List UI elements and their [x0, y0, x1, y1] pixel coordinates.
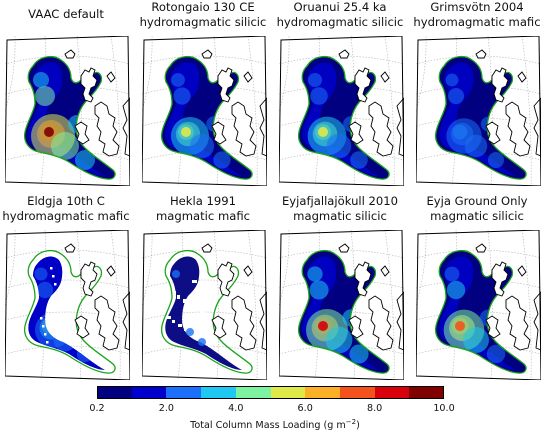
- colorbar: [97, 386, 445, 399]
- panel-title: magmatic mafic: [155, 209, 251, 223]
- colorbar-swatch: [270, 386, 306, 399]
- colorbar-swatch: [166, 386, 202, 399]
- colorbar-tick-label: 8.0: [366, 403, 383, 414]
- ash-dispersion-map: [279, 36, 404, 186]
- panel-title: Eyjafjallajökull 2010: [281, 194, 399, 208]
- colorbar-swatch: [374, 386, 410, 399]
- ash-dispersion-map: [416, 230, 541, 380]
- panel-title: hydromagmatic mafic: [2, 209, 130, 223]
- colorbar-swatch: [97, 386, 133, 399]
- colorbar-tick-label: 6.0: [297, 403, 313, 414]
- panel-title: Eldgja 10th C: [27, 194, 105, 208]
- ash-dispersion-map: [142, 230, 267, 380]
- ash-dispersion-map: [5, 230, 130, 380]
- colorbar-tick-label: 0.2: [89, 403, 105, 414]
- panel-title: hydromagmatic silicic: [139, 15, 267, 29]
- colorbar-tick-label: 4.0: [228, 403, 244, 414]
- ash-dispersion-map: [142, 36, 267, 186]
- colorbar-swatch: [201, 386, 237, 399]
- panel-title: Eyja Ground Only: [426, 194, 528, 208]
- ash-dispersion-map: [279, 230, 404, 380]
- colorbar-swatch: [339, 386, 376, 399]
- map-panel: Grimsvötn 2004 hydromagmatic mafic: [411, 0, 543, 190]
- colorbar-swatch: [409, 386, 445, 399]
- map-panel: Rotongaio 130 CE hydromagmatic silicic: [137, 0, 269, 190]
- panel-title: hydromagmatic mafic: [413, 15, 541, 29]
- colorbar-frame: [97, 386, 444, 399]
- ash-dispersion-map: [5, 36, 130, 186]
- panel-title: VAAC default: [28, 7, 104, 21]
- map-panel: Hekla 1991 magmatic mafic: [137, 194, 269, 384]
- colorbar-label: Total Column Mass Loading (g m−2): [190, 418, 360, 432]
- map-panel: Eyjafjallajökull 2010 magmatic silicic: [274, 194, 406, 384]
- panel-title: Rotongaio 130 CE: [151, 0, 255, 14]
- panel-title: magmatic silicic: [293, 209, 387, 223]
- panel-title: Grimsvötn 2004: [430, 0, 524, 14]
- colorbar-swatch: [131, 386, 167, 399]
- colorbar-swatch: [235, 386, 271, 399]
- colorbar-tick-label: 10.0: [433, 403, 455, 414]
- colorbar-swatch: [305, 386, 341, 399]
- panel-title: magmatic silicic: [430, 209, 524, 223]
- map-panel: VAAC default: [0, 0, 132, 190]
- panel-title: hydromagmatic silicic: [276, 15, 404, 29]
- ash-dispersion-map: [416, 36, 541, 186]
- map-panel: Eyja Ground Only magmatic silicic: [411, 194, 543, 384]
- panel-title: Oruanui 25.4 ka: [293, 0, 387, 14]
- panel-title: Hekla 1991: [169, 194, 237, 208]
- colorbar-tick-label: 2.0: [158, 403, 175, 414]
- map-panel: Oruanui 25.4 ka hydromagmatic silicic: [274, 0, 406, 190]
